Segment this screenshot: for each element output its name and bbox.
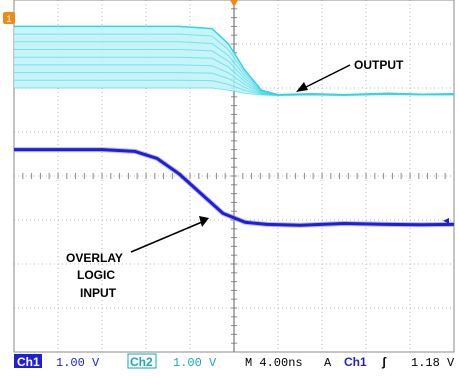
- trigger-level: 1.18 V: [411, 356, 455, 370]
- trace-ch2-overlay: [14, 87, 454, 97]
- ch1-badge: [14, 354, 42, 368]
- graticule-border: [13, 0, 455, 353]
- trace-ch2-envelope: [14, 26, 454, 96]
- trigger-mode: A: [324, 356, 332, 370]
- ch1-badge-label: Ch1: [17, 355, 40, 369]
- ch1-scale: 1.00 V: [56, 356, 100, 370]
- trigger-level-arrow-icon: ◂: [443, 213, 449, 227]
- trigger-slope-icon: ʃ: [381, 355, 387, 369]
- ch2-scale: 1.00 V: [173, 356, 217, 370]
- ch2-badge-label: Ch2: [130, 355, 153, 369]
- trace-ch1: [14, 148, 455, 227]
- input-pointer-arrow: [130, 221, 203, 253]
- status-bar: Ch1 1.00 V Ch2 1.00 V M 4.00ns A Ch1 ʃ 1…: [14, 353, 455, 370]
- trigger-position-marker: [230, 0, 238, 7]
- ch2-badge: [127, 353, 157, 369]
- input-label-line-2: LOGIC: [77, 268, 115, 282]
- timebase: M 4.00ns: [245, 356, 303, 370]
- input-pointer-arrowhead: [199, 216, 209, 227]
- input-label-line-3: INPUT: [80, 286, 117, 300]
- ch2-ground-marker-icon: 1: [3, 12, 15, 24]
- trace-ch2: [14, 25, 455, 96]
- output-label: OUTPUT: [354, 58, 404, 72]
- input-label-line-1: OVERLAY: [66, 251, 123, 265]
- trigger-source: Ch1: [344, 355, 367, 369]
- output-pointer-arrowhead: [296, 82, 308, 92]
- waveform-traces: [14, 25, 455, 228]
- svg-text:1: 1: [6, 14, 11, 24]
- output-pointer-arrow: [299, 64, 351, 91]
